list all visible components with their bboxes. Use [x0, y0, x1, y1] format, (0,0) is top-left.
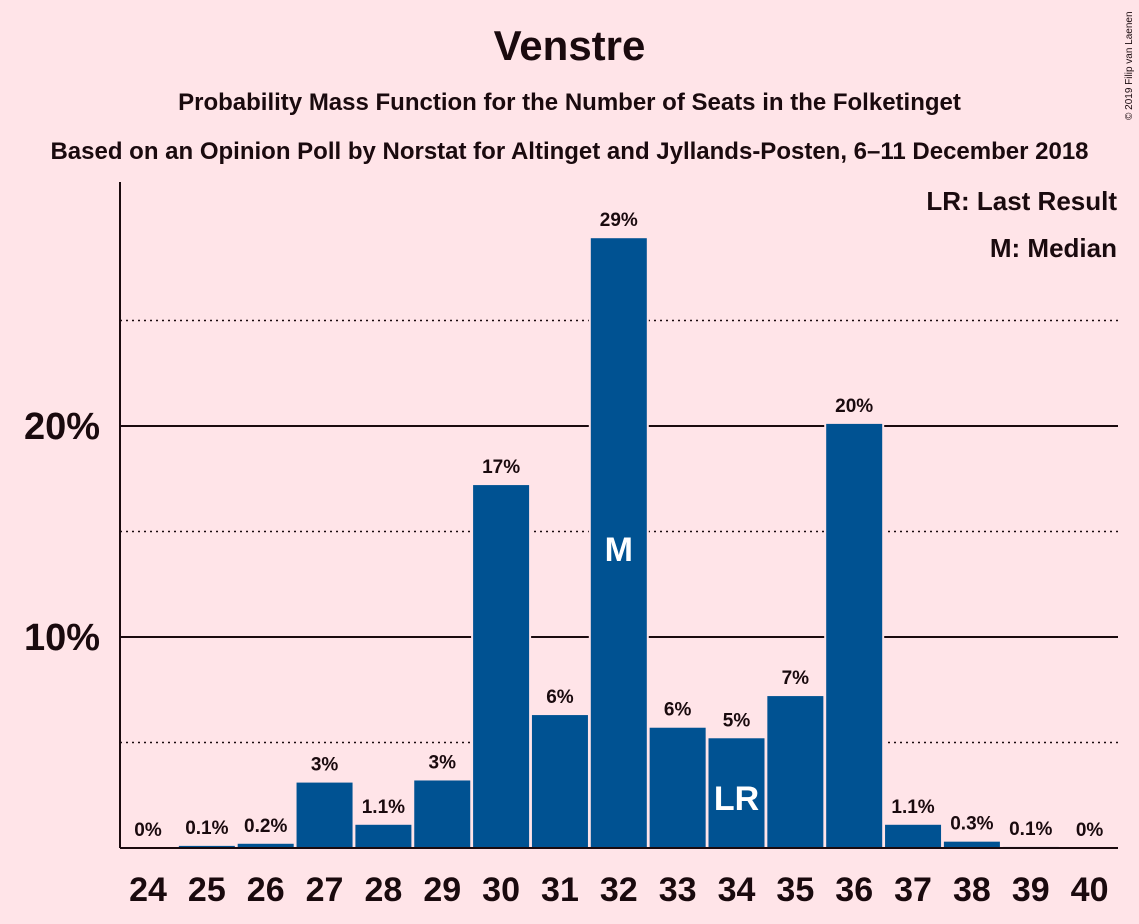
- bar-seats-37: [885, 824, 942, 848]
- x-tick-label: 33: [659, 871, 697, 909]
- bar-value-label: 6%: [546, 687, 574, 708]
- bar-value-label: 17%: [482, 457, 520, 478]
- bar-value-label: 0%: [134, 820, 162, 841]
- bar-value-label: 1.1%: [362, 797, 405, 818]
- x-tick-label: 30: [482, 871, 520, 909]
- x-tick-label: 40: [1071, 871, 1109, 909]
- x-tick-label: 31: [541, 871, 579, 909]
- bar-value-label: 3%: [429, 752, 457, 773]
- bar-seats-25: [178, 845, 235, 848]
- x-tick-label: 24: [129, 871, 167, 909]
- bar-value-label: 5%: [723, 710, 751, 731]
- x-tick-label: 39: [1012, 871, 1050, 909]
- bar-value-label: 0.1%: [185, 818, 228, 839]
- bar-value-label: 3%: [311, 755, 339, 776]
- x-tick-label: 25: [188, 871, 226, 909]
- x-tick-label: 38: [953, 871, 991, 909]
- x-tick-label: 35: [776, 871, 814, 909]
- x-axis-ticks: 24 25 26 27 28 29 30 31 32 33 34 35 36 37 38 39 40: [129, 871, 1108, 909]
- bar-seats-32: [590, 238, 647, 848]
- bar-value-label: 0.3%: [950, 814, 993, 835]
- y-axis-ticks: 10% 20%: [24, 406, 100, 659]
- bars: 0% 0.1% 0.2% 3% 1.1% 3% 17% 6% 29% M 6% 5% LR 7% 20% 1.…: [134, 210, 1103, 848]
- bar-seats-27: [296, 782, 353, 848]
- bar-gap: [1000, 844, 1061, 848]
- y-tick-label: 20%: [24, 406, 100, 448]
- bar-seats-38: [943, 841, 1000, 848]
- bar-seats-34: [708, 738, 765, 848]
- bar-seats-33: [649, 727, 706, 848]
- x-tick-label: 37: [894, 871, 932, 909]
- bar-value-label: 0.1%: [1009, 819, 1052, 840]
- median-marker: M: [605, 531, 633, 569]
- x-tick-label: 28: [364, 871, 402, 909]
- last-result-marker: LR: [714, 780, 759, 818]
- bar-seats-26: [237, 843, 294, 848]
- bar-value-label: 0%: [1076, 820, 1104, 841]
- bar-seats-35: [767, 696, 824, 848]
- legend-last-result: LR: Last Result: [926, 186, 1117, 216]
- x-tick-label: 32: [600, 871, 638, 909]
- chart-source-subtitle: Based on an Opinion Poll by Norstat for …: [50, 138, 1089, 165]
- x-tick-label: 26: [247, 871, 285, 909]
- bar-value-label: 6%: [664, 700, 692, 721]
- bar-seats-30: [473, 485, 530, 848]
- bar-value-label: 20%: [835, 396, 873, 417]
- bar-value-label: 1.1%: [891, 797, 934, 818]
- chart-title: Venstre: [493, 22, 646, 69]
- x-tick-label: 34: [718, 871, 756, 909]
- x-tick-label: 27: [306, 871, 344, 909]
- x-tick-label: 36: [835, 871, 873, 909]
- bar-seats-29: [414, 780, 471, 848]
- x-tick-label: 29: [423, 871, 461, 909]
- legend-median: M: Median: [990, 233, 1117, 263]
- bar-seats-36: [826, 423, 883, 848]
- bar-seats-31: [531, 715, 588, 848]
- bar-value-label: 29%: [600, 210, 638, 231]
- y-tick-label: 10%: [24, 617, 100, 659]
- bar-seats-28: [355, 824, 412, 848]
- bar-value-label: 0.2%: [244, 816, 287, 837]
- bar-value-label: 7%: [782, 668, 810, 689]
- chart-subtitle: Probability Mass Function for the Number…: [178, 89, 961, 116]
